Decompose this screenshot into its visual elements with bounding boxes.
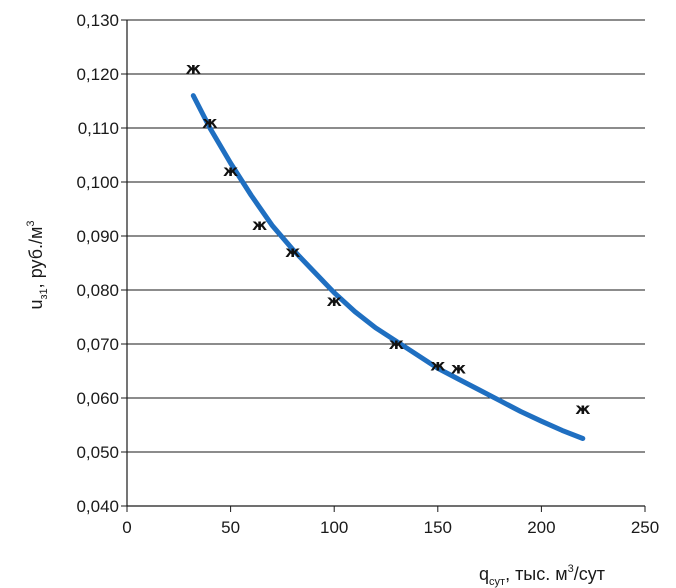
data-point: ж bbox=[285, 243, 300, 261]
x-tick-label: 100 bbox=[320, 518, 348, 537]
data-point: ж bbox=[451, 359, 466, 377]
x-tick-label: 0 bbox=[122, 518, 131, 537]
y-tick-label: 0,110 bbox=[78, 119, 119, 138]
data-point: ж bbox=[186, 60, 201, 78]
data-point: ж bbox=[430, 357, 445, 375]
y-tick-labels: 0,040 0,050 0,060 0,070 0,080 0,090 0,100 0,110… bbox=[76, 11, 119, 516]
y-tick-label: 0,040 bbox=[76, 497, 119, 516]
x-tick-label: 200 bbox=[527, 518, 555, 537]
y-axis-label: uз1, руб./м3 bbox=[25, 220, 50, 309]
data-point: ж bbox=[327, 292, 342, 310]
y-tick-label: 0,050 bbox=[76, 443, 119, 462]
y-tick-label: 0,100 bbox=[76, 173, 119, 192]
trend-line bbox=[190, 93, 586, 441]
x-tick-label: 50 bbox=[221, 518, 240, 537]
grid-lines bbox=[127, 19, 645, 507]
data-point: ж bbox=[223, 162, 238, 180]
axes bbox=[121, 19, 646, 512]
data-point: ж bbox=[575, 400, 590, 418]
y-tick-label: 0,080 bbox=[76, 281, 119, 300]
x-tick-label: 150 bbox=[424, 518, 452, 537]
data-point: ж bbox=[202, 114, 217, 132]
x-tick-labels: 0 50 100 150 200 250 bbox=[122, 518, 659, 537]
data-point: ж bbox=[389, 335, 404, 353]
y-tick-label: 0,130 bbox=[76, 11, 119, 30]
y-tick-label: 0,060 bbox=[76, 389, 119, 408]
y-tick-label: 0,070 bbox=[76, 335, 119, 354]
x-axis-label: qсут, тыс. м3/сут bbox=[479, 563, 605, 588]
x-tick-label: 250 bbox=[631, 518, 659, 537]
y-tick-label: 0,120 bbox=[76, 65, 119, 84]
data-point: ж bbox=[252, 216, 267, 234]
y-tick-label: 0,090 bbox=[76, 227, 119, 246]
